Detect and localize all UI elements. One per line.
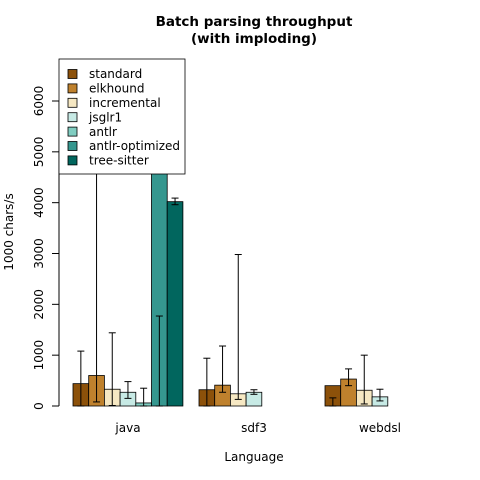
x-tick-label-sdf3: sdf3 <box>241 421 267 435</box>
legend-swatch-antlr <box>67 126 78 137</box>
legend-label-jsglr1: jsglr1 <box>88 110 122 124</box>
y-tick-label: 4000 <box>32 187 46 218</box>
y-tick-label: 6000 <box>32 86 46 117</box>
legend-label-incremental: incremental <box>89 96 161 110</box>
y-axis-label: 1000 chars/s <box>2 193 16 270</box>
x-tick-label-webdsl: webdsl <box>359 421 401 435</box>
y-tick-label: 1000 <box>32 340 46 371</box>
legend-swatch-jsglr1 <box>67 112 78 123</box>
chart-subtitle: (with imploding) <box>191 31 317 47</box>
y-tick-label: 5000 <box>32 137 46 168</box>
x-axis-label: Language <box>224 450 283 464</box>
legend-swatch-antlr-optimized <box>67 141 78 151</box>
legend-swatch-tree-sitter <box>67 155 78 166</box>
chart-title: Batch parsing throughput <box>156 14 353 30</box>
legend-label-antlr: antlr <box>89 125 117 139</box>
x-tick-label-java: java <box>114 421 140 435</box>
y-tick-label: 3000 <box>32 238 46 269</box>
legend-label-elkhound: elkhound <box>89 82 144 96</box>
legend-swatch-elkhound <box>67 83 78 94</box>
legend-box <box>58 58 186 175</box>
y-tick-label: 0 <box>32 402 46 410</box>
legend: standardelkhoundincrementaljsglr1antlran… <box>58 58 186 175</box>
bar-tree-sitter <box>166 201 184 407</box>
legend-label-antlr-optimized: antlr-optimized <box>89 139 180 153</box>
legend-swatch-incremental <box>67 97 78 108</box>
x-axis-tick-labels: java sdf3 webdsl <box>114 421 401 435</box>
legend-swatch-standard <box>67 69 78 79</box>
legend-label-standard: standard <box>89 67 142 81</box>
y-tick-label: 2000 <box>32 289 46 320</box>
legend-label-tree-sitter: tree-sitter <box>89 154 149 168</box>
y-axis-ticks: 0 1000 2000 3000 4000 5000 6000 <box>32 86 59 410</box>
